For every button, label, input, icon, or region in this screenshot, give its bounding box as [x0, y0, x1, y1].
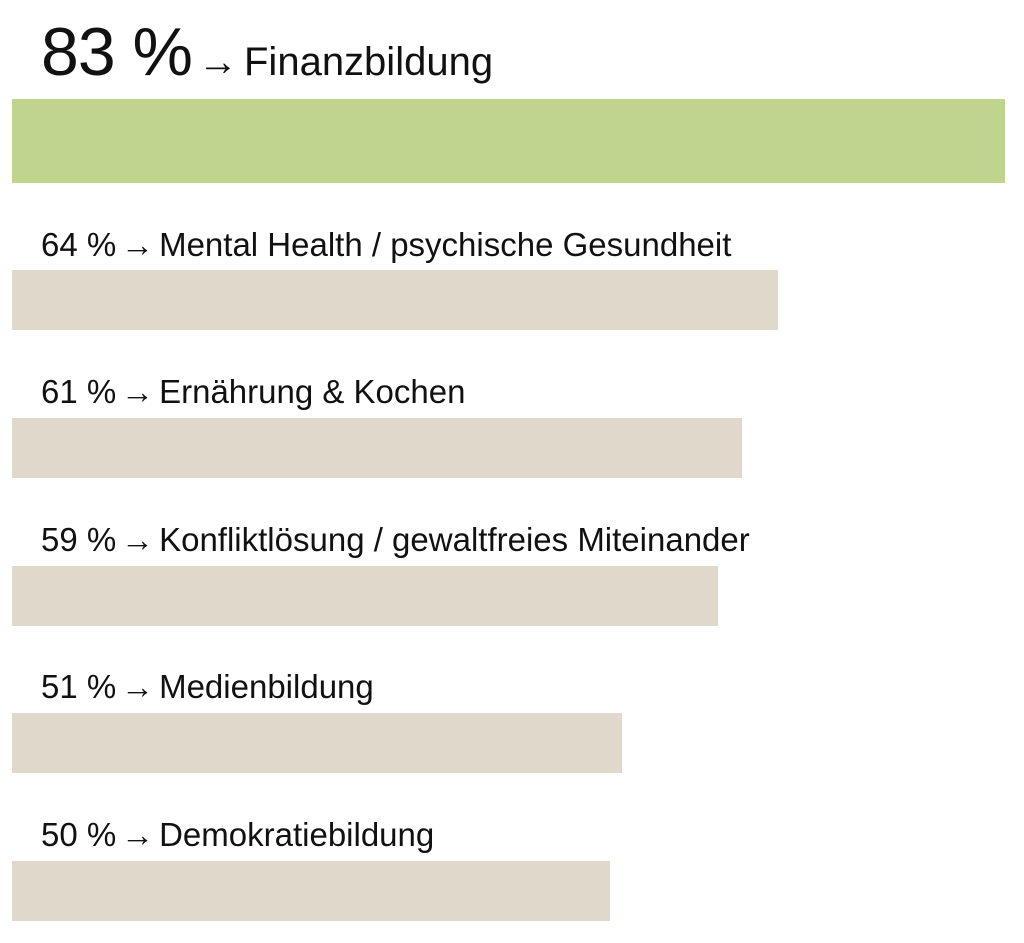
- arrow-right-icon: →: [198, 40, 238, 84]
- bar: [12, 270, 778, 330]
- arrow-right-icon: →: [121, 668, 155, 705]
- arrow-right-icon: →: [121, 521, 155, 558]
- bar-value-label: 83 %: [41, 14, 193, 90]
- bar-label: 83 % → Finanzbildung: [41, 18, 493, 86]
- arrow-right-icon: →: [121, 226, 155, 263]
- bar-label: 64 % → Mental Health / psychische Gesundhe…: [41, 228, 731, 261]
- bar-label: 59 % → Konfliktlösung / gewaltfreies Mitei…: [41, 523, 750, 556]
- bar-label: 50 % → Demokratiebildung: [41, 818, 434, 851]
- bar: [12, 713, 622, 773]
- arrow-right-icon: →: [121, 373, 155, 410]
- bar: [12, 418, 742, 478]
- bar-category-label: Medienbildung: [159, 668, 374, 705]
- bar-category-label: Mental Health / psychische Gesundheit: [159, 226, 732, 263]
- bar-value-label: 64 %: [41, 226, 117, 263]
- bar: [12, 566, 718, 626]
- bar-category-label: Ernährung & Kochen: [159, 373, 466, 410]
- bar-value-label: 59 %: [41, 521, 117, 558]
- bar-value-label: 51 %: [41, 668, 117, 705]
- bar-category-label: Konfliktlösung / gewaltfreies Miteinande…: [159, 521, 750, 558]
- bar-value-label: 61 %: [41, 373, 117, 410]
- bar-value-label: 50 %: [41, 816, 117, 853]
- bar-label: 61 % → Ernährung & Kochen: [41, 375, 465, 408]
- bar: [12, 99, 1005, 183]
- bar-category-label: Demokratiebildung: [159, 816, 435, 853]
- bar: [12, 861, 610, 921]
- arrow-right-icon: →: [121, 816, 155, 853]
- bar-label: 51 % → Medienbildung: [41, 670, 374, 703]
- bar-category-label: Finanzbildung: [244, 40, 494, 84]
